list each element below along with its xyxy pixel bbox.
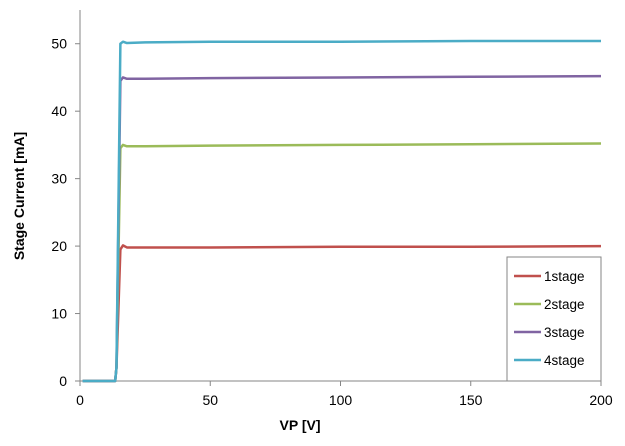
series-layer	[82, 39, 602, 383]
series-line-4stage	[82, 39, 601, 383]
x-tick-label: 150	[459, 392, 483, 408]
y-axis-title: Stage Current [mA]	[11, 132, 27, 260]
y-tick-label: 10	[51, 306, 67, 322]
x-tick-label: 0	[76, 392, 84, 408]
x-axis-title: VP [V]	[280, 417, 321, 433]
y-tick-label: 0	[59, 373, 67, 389]
y-tick-label: 20	[51, 238, 67, 254]
x-axis: 0 50 100 150 200	[76, 380, 613, 408]
legend-label-4stage: 4stage	[544, 353, 585, 368]
legend-label-3stage: 3stage	[544, 325, 585, 340]
x-tick-label: 100	[329, 392, 353, 408]
y-axis: 0 10 20 30 40 50	[51, 10, 81, 389]
y-tick-label: 50	[51, 36, 67, 52]
legend-label-2stage: 2stage	[544, 297, 585, 312]
y-tick-label: 40	[51, 103, 67, 119]
x-tick-label: 50	[202, 392, 218, 408]
legend-label-1stage: 1stage	[544, 269, 585, 284]
legend: 1stage 2stage 3stage 4stage	[506, 256, 602, 382]
x-tick-label: 200	[589, 392, 613, 408]
y-tick-label: 30	[51, 171, 67, 187]
